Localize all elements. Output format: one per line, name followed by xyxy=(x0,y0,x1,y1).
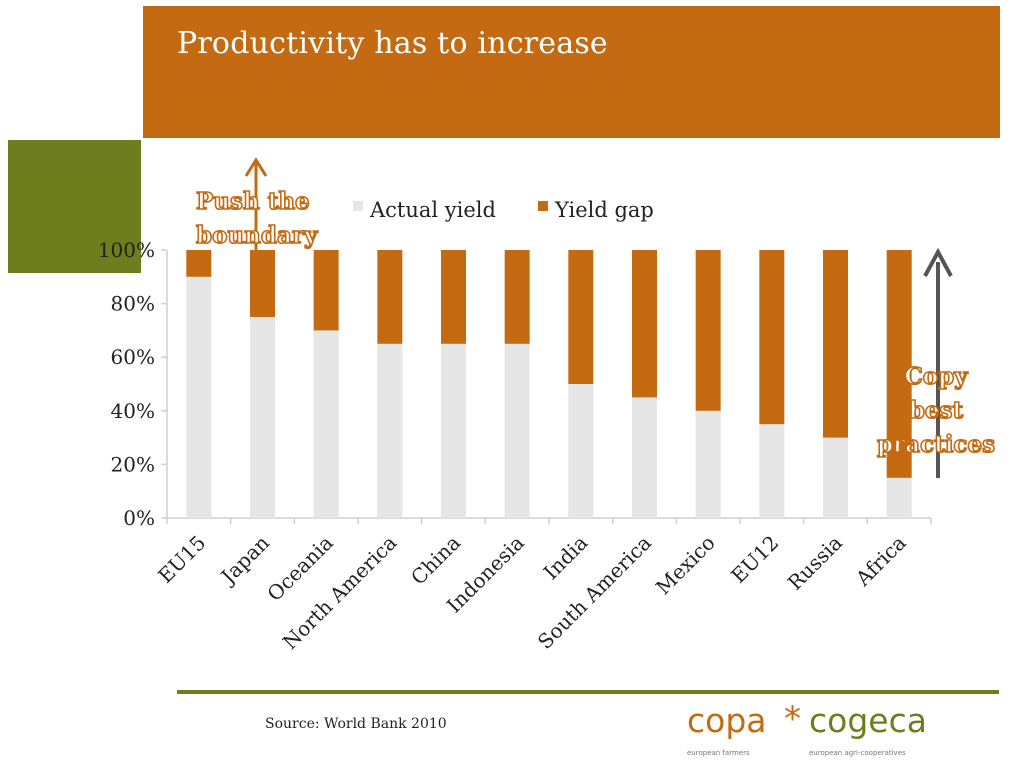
legend-label-gap: Yield gap xyxy=(554,198,654,222)
bar-actual-yield xyxy=(504,343,530,518)
bar-actual-yield xyxy=(759,424,785,518)
bar-yield-gap xyxy=(632,250,657,398)
copy-annotation-line1: Copy xyxy=(904,363,968,390)
bar-yield-gap xyxy=(250,250,275,317)
legend-swatch-gap xyxy=(538,201,548,211)
y-tick-label: 0% xyxy=(123,506,155,530)
legend-label-actual: Actual yield xyxy=(369,198,496,222)
copy-annotation-line2: best xyxy=(909,397,964,424)
bar-actual-yield xyxy=(568,384,594,518)
decorative-green-block xyxy=(8,140,141,273)
bar-actual-yield xyxy=(377,343,403,518)
x-category-label: Russia xyxy=(783,531,847,595)
legend-swatch-actual xyxy=(353,201,363,211)
y-tick-label: 20% xyxy=(111,452,155,476)
push-annotation-line2: boundary xyxy=(196,222,318,249)
source-note: Source: World Bank 2010 xyxy=(265,716,447,732)
bar-yield-gap xyxy=(504,250,530,344)
bar-actual-yield xyxy=(313,330,339,518)
x-category-label: China xyxy=(406,531,465,590)
bar-yield-gap xyxy=(759,250,785,425)
copy-arrowhead-icon xyxy=(923,247,953,277)
bar-yield-gap xyxy=(823,250,848,438)
x-category-label: EU15 xyxy=(153,531,210,588)
copy-annotation-line3: practices xyxy=(877,431,995,458)
y-tick-label: 100% xyxy=(98,238,155,262)
bar-actual-yield xyxy=(186,276,212,518)
bar-actual-yield xyxy=(823,437,848,518)
x-category-label: Mexico xyxy=(651,531,720,600)
x-category-label: North America xyxy=(278,531,402,655)
logo-copa-word: copa xyxy=(687,701,767,740)
bar-actual-yield xyxy=(886,477,912,518)
x-category-label: Africa xyxy=(850,531,911,592)
bar-yield-gap xyxy=(377,250,403,344)
bar-yield-gap xyxy=(695,250,721,411)
logo-subtitle-right: european agri-cooperatives xyxy=(809,749,906,757)
bar-yield-gap xyxy=(441,250,466,344)
logo-subtitle-left: european farmers xyxy=(687,749,750,757)
bar-yield-gap xyxy=(313,250,339,331)
x-category-label: Japan xyxy=(215,530,274,589)
push-annotation-line1: Push the xyxy=(196,188,310,215)
footer-divider xyxy=(177,690,999,694)
y-tick-label: 40% xyxy=(111,399,155,423)
logo-cogeca-word: cogeca xyxy=(809,701,927,740)
title-bar xyxy=(143,6,1000,138)
bar-actual-yield xyxy=(695,410,721,518)
bar-actual-yield xyxy=(632,397,657,518)
y-tick-label: 80% xyxy=(111,292,155,316)
y-tick-label: 60% xyxy=(111,345,155,369)
push-arrowhead-icon xyxy=(244,157,268,177)
copa-cogeca-logo: copa * cogeca european farmers european … xyxy=(683,699,933,764)
bar-actual-yield xyxy=(250,317,275,518)
logo-star-icon: * xyxy=(784,699,801,739)
yield-chart: 0%20%40%60%80%100%EU15 JapanOceaniaNorth … xyxy=(98,157,996,655)
bar-yield-gap xyxy=(186,250,212,277)
x-category-label: EU12 xyxy=(726,531,783,588)
bar-actual-yield xyxy=(441,343,466,518)
x-category-label: South America xyxy=(533,531,656,654)
slide-title: Productivity has to increase xyxy=(177,26,608,61)
bar-yield-gap xyxy=(886,250,912,478)
x-category-label: India xyxy=(539,531,593,585)
bar-yield-gap xyxy=(568,250,594,384)
